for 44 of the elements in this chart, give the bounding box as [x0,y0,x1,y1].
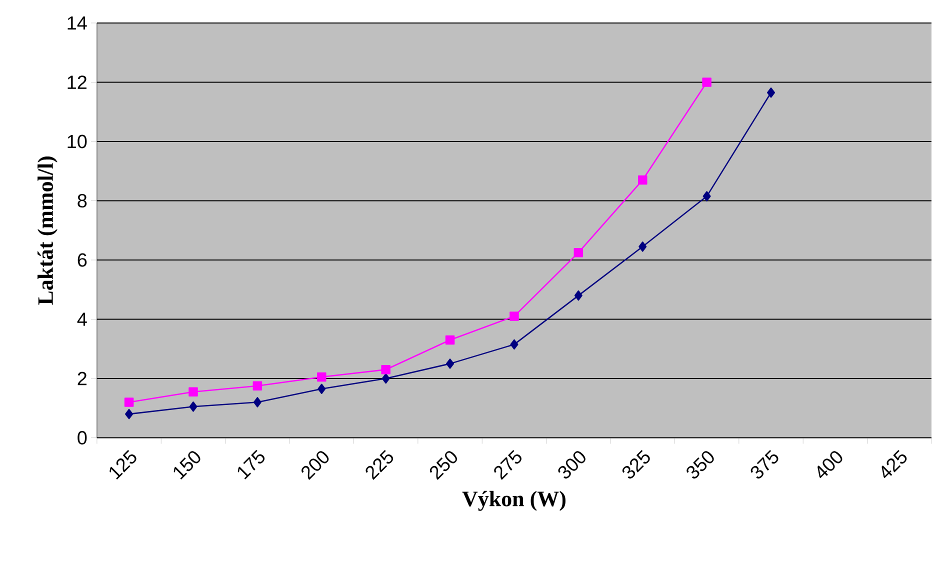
point [125,409,134,420]
y-tick-label: 12 [68,76,86,90]
x-tick-label: 250 [430,451,458,480]
x-tick-label: 325 [622,450,650,479]
x-tick-label: 175 [238,450,265,480]
y-tick-label: 4 [77,312,87,326]
x-tick-label: 225 [366,450,394,480]
point [318,384,326,394]
y-tick-label: 10 [68,134,87,148]
point [510,339,518,350]
y-tick-label: 6 [78,253,87,267]
point [253,397,262,408]
y-tick-label: 2 [78,372,86,386]
point [317,372,326,382]
point [510,312,519,322]
x-tick-label: 425 [882,450,907,478]
x-tick-label: 400 [817,451,842,478]
point [446,358,454,369]
y-tick-label: 14 [68,16,87,30]
point [638,242,647,252]
point [574,248,584,258]
y-tick-label: 8 [78,194,87,208]
point [252,381,262,391]
x-tick-label: 275 [494,450,522,480]
point [445,336,455,345]
x-tick-label: 375 [750,450,778,479]
point [767,88,776,98]
point [702,78,712,88]
x-tick-label: 150 [174,451,200,480]
point [381,365,390,374]
x-tick-label: 200 [302,451,329,480]
point [702,191,711,202]
y-tick-label: 0 [78,431,87,445]
point [638,176,648,185]
point [188,387,198,397]
point [189,402,198,412]
point [574,290,582,301]
x-tick-label: 300 [558,451,586,479]
x-axis-title: Výkon (W) [462,491,566,512]
y-axis-title: Laktát (mmol/l) [38,156,58,305]
x-tick-label: 350 [686,451,714,479]
point [382,374,390,384]
x-tick-label: 125 [110,450,136,480]
point [124,398,134,407]
